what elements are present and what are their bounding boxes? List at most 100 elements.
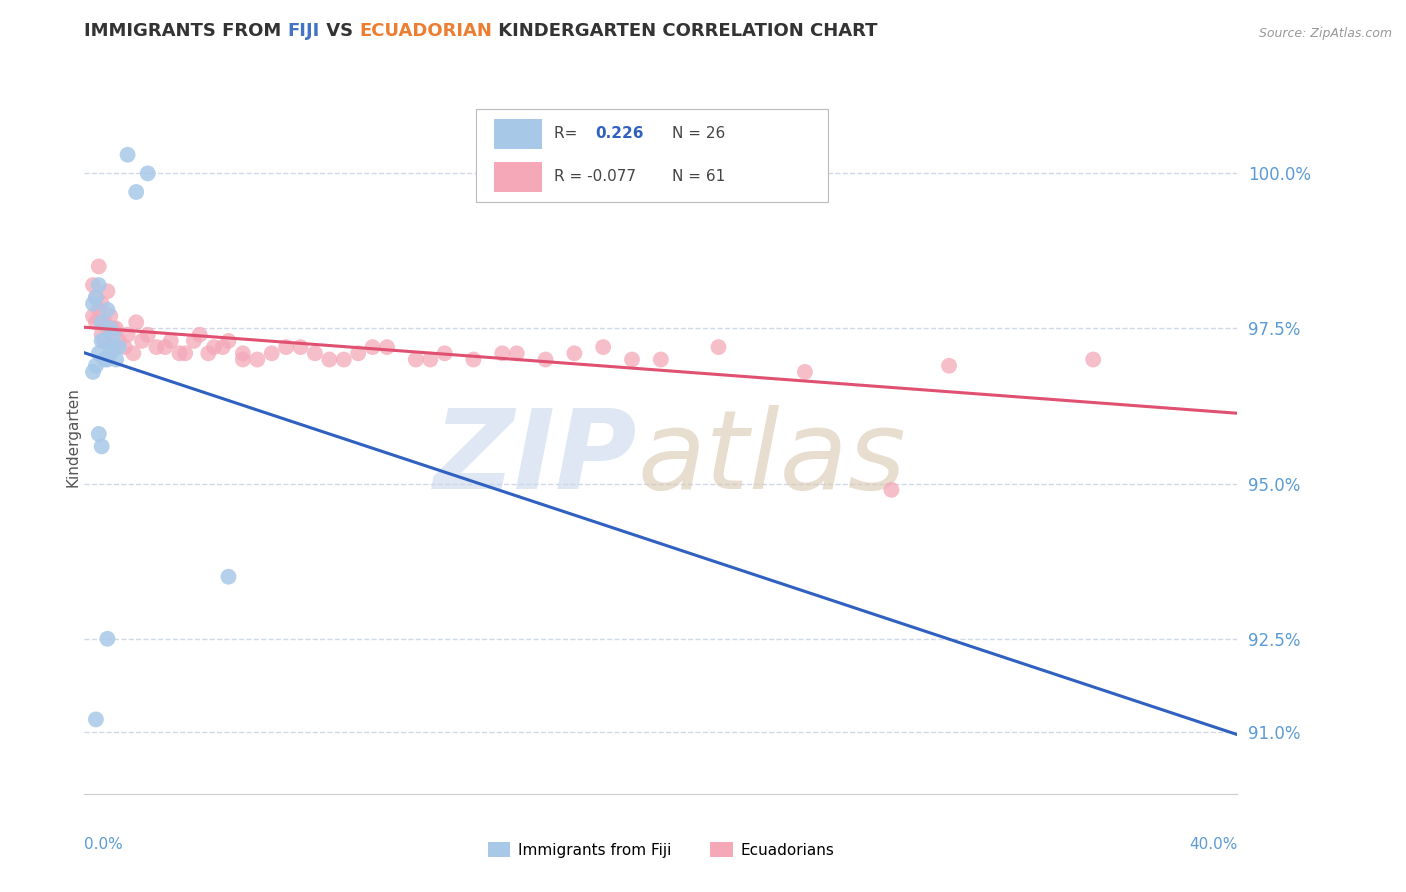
Point bbox=[211, 340, 233, 354]
Point bbox=[938, 359, 960, 373]
Point bbox=[218, 334, 240, 348]
Point bbox=[84, 290, 107, 304]
Point bbox=[93, 315, 115, 329]
Point bbox=[260, 346, 283, 360]
Point bbox=[145, 340, 167, 354]
Point bbox=[347, 346, 370, 360]
Point bbox=[82, 296, 104, 310]
Text: R=: R= bbox=[554, 127, 582, 141]
Point bbox=[82, 278, 104, 293]
Point bbox=[82, 309, 104, 323]
Point bbox=[98, 346, 121, 360]
Text: FIJI: FIJI bbox=[288, 22, 321, 40]
Point bbox=[405, 352, 427, 367]
Point bbox=[621, 352, 644, 367]
Point bbox=[131, 334, 153, 348]
Point bbox=[98, 321, 121, 335]
Text: IMMIGRANTS FROM: IMMIGRANTS FROM bbox=[84, 22, 288, 40]
Point bbox=[463, 352, 485, 367]
Point bbox=[125, 315, 148, 329]
Point bbox=[87, 278, 110, 293]
Point bbox=[218, 570, 240, 584]
Text: N = 61: N = 61 bbox=[672, 169, 725, 184]
Point bbox=[794, 365, 817, 379]
Point bbox=[84, 290, 107, 304]
Text: VS: VS bbox=[321, 22, 360, 40]
Text: ECUADORIAN: ECUADORIAN bbox=[360, 22, 492, 40]
Text: 0.0%: 0.0% bbox=[84, 837, 124, 852]
Point bbox=[90, 327, 112, 342]
Point bbox=[419, 352, 441, 367]
Point bbox=[361, 340, 384, 354]
Point bbox=[96, 285, 118, 299]
Point bbox=[276, 340, 298, 354]
Point bbox=[707, 340, 730, 354]
Point bbox=[197, 346, 219, 360]
Point bbox=[160, 334, 183, 348]
Point bbox=[108, 334, 131, 348]
Point bbox=[87, 302, 110, 317]
Point bbox=[93, 334, 115, 348]
Point bbox=[105, 352, 128, 367]
FancyBboxPatch shape bbox=[494, 161, 543, 192]
Text: R = -0.077: R = -0.077 bbox=[554, 169, 636, 184]
Point bbox=[433, 346, 456, 360]
Point bbox=[82, 365, 104, 379]
Point bbox=[98, 309, 121, 323]
Point bbox=[1083, 352, 1105, 367]
Point bbox=[87, 260, 110, 274]
Y-axis label: Kindergarten: Kindergarten bbox=[66, 387, 80, 487]
Point bbox=[87, 346, 110, 360]
Point bbox=[96, 321, 118, 335]
Point bbox=[117, 327, 139, 342]
Point bbox=[290, 340, 312, 354]
Point bbox=[880, 483, 903, 497]
Point bbox=[84, 359, 107, 373]
Point bbox=[304, 346, 326, 360]
Point bbox=[90, 334, 112, 348]
Point bbox=[122, 346, 145, 360]
Point bbox=[93, 334, 115, 348]
Point bbox=[84, 315, 107, 329]
Point bbox=[232, 346, 254, 360]
FancyBboxPatch shape bbox=[494, 119, 543, 149]
Point bbox=[103, 327, 124, 342]
Point bbox=[90, 315, 112, 329]
Point bbox=[84, 713, 107, 727]
Text: 40.0%: 40.0% bbox=[1189, 837, 1237, 852]
Point bbox=[183, 334, 205, 348]
Text: atlas: atlas bbox=[638, 405, 907, 512]
Text: Source: ZipAtlas.com: Source: ZipAtlas.com bbox=[1258, 27, 1392, 40]
Point bbox=[232, 352, 254, 367]
Point bbox=[650, 352, 672, 367]
Point bbox=[90, 439, 112, 453]
Point bbox=[188, 327, 211, 342]
Point bbox=[87, 427, 110, 442]
Point bbox=[592, 340, 614, 354]
Point bbox=[506, 346, 529, 360]
Point bbox=[169, 346, 191, 360]
Point bbox=[375, 340, 398, 354]
Text: KINDERGARTEN CORRELATION CHART: KINDERGARTEN CORRELATION CHART bbox=[492, 22, 877, 40]
Point bbox=[125, 185, 148, 199]
Text: N = 26: N = 26 bbox=[672, 127, 725, 141]
FancyBboxPatch shape bbox=[477, 109, 828, 202]
Point bbox=[534, 352, 557, 367]
Point bbox=[491, 346, 513, 360]
Text: 0.226: 0.226 bbox=[595, 127, 644, 141]
Point bbox=[246, 352, 269, 367]
Point bbox=[93, 352, 115, 367]
Point bbox=[202, 340, 225, 354]
Point bbox=[103, 321, 124, 335]
Point bbox=[114, 340, 136, 354]
Point bbox=[103, 340, 124, 354]
Point bbox=[117, 147, 139, 161]
Legend: Immigrants from Fiji, Ecuadorians: Immigrants from Fiji, Ecuadorians bbox=[488, 842, 834, 857]
Point bbox=[136, 327, 159, 342]
Point bbox=[333, 352, 356, 367]
Point bbox=[96, 352, 118, 367]
Point bbox=[564, 346, 586, 360]
Point bbox=[153, 340, 176, 354]
Point bbox=[105, 321, 128, 335]
Point bbox=[174, 346, 197, 360]
